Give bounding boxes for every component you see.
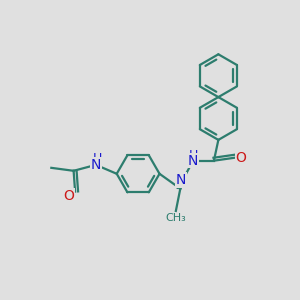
Text: O: O — [235, 151, 246, 165]
Text: N: N — [188, 154, 198, 168]
Text: O: O — [63, 189, 74, 203]
Text: H: H — [93, 152, 102, 165]
Text: H: H — [188, 149, 198, 162]
Text: CH₃: CH₃ — [166, 213, 186, 224]
Text: N: N — [176, 173, 186, 187]
Text: N: N — [91, 158, 101, 172]
